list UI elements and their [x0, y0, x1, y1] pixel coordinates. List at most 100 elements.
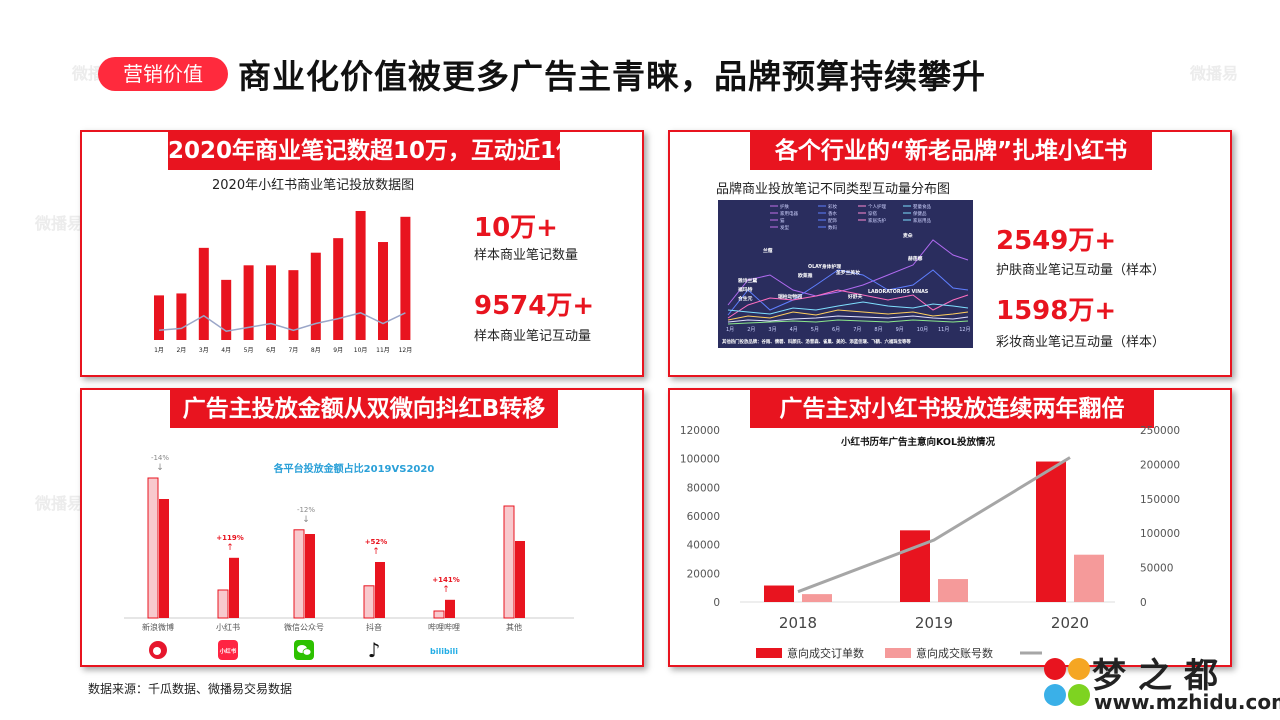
x-tick-label: 10月 — [917, 327, 928, 333]
chart-subtitle: 各平台投放金额占比2019VS2020 — [273, 462, 435, 475]
bar-2020 — [445, 599, 455, 618]
bar — [266, 265, 276, 340]
section-tag: 营销价值 — [98, 57, 228, 91]
bar-orders — [900, 530, 930, 602]
left-axis-tick: 60000 — [687, 511, 720, 523]
wechat-icon-bubble — [302, 648, 312, 656]
x-tick-label: 4月 — [221, 347, 231, 354]
bar — [378, 242, 388, 340]
legend-label: 配饰 — [828, 217, 837, 224]
bar — [355, 210, 366, 340]
bar-2020 — [515, 541, 525, 618]
legend-label: 婴童食品 — [913, 203, 931, 210]
stat-makeup-label: 彩妆商业笔记互动量（样本） — [996, 335, 1166, 350]
panel-commercial-notes: 2020年商业笔记数超10万，互动近1亿 2020年小红书商业笔记投放数据图 1… — [80, 130, 644, 377]
weibo-icon-eye — [153, 647, 161, 655]
x-tick-label: 2月 — [176, 347, 186, 354]
bar-2020 — [375, 562, 385, 618]
x-tick-label: 8月 — [311, 347, 321, 354]
x-tick-label: 12月 — [959, 327, 970, 333]
brand-label: 雅诗兰黛 — [738, 277, 757, 284]
x-tick-label: 5月 — [811, 327, 819, 333]
arrow-down-icon: ↓ — [156, 463, 164, 473]
brand-label: LABORATORIOS VINAS — [868, 289, 929, 295]
legend-label: 护肤 — [780, 203, 789, 210]
stat-engagement-value: 9574万+ — [474, 291, 595, 321]
data-source: 数据来源：千瓜数据、微播易交易数据 — [88, 682, 293, 696]
bar — [333, 238, 344, 340]
change-annotation: +141% — [432, 576, 460, 584]
change-annotation: -14% — [151, 454, 169, 462]
brand-url: www.mzhidu.com — [1094, 690, 1280, 714]
right-axis-tick: 100000 — [1140, 528, 1180, 540]
arrow-up-icon: ↑ — [442, 585, 450, 595]
stat-notes-value: 10万+ — [474, 213, 558, 243]
arrow-down-icon: ↓ — [302, 515, 310, 525]
bar-accounts — [802, 594, 832, 602]
legend-label: 彩妆 — [828, 203, 837, 210]
brand-label: 欧莱雅 — [798, 272, 813, 279]
x-tick-label: 3月 — [768, 327, 776, 333]
bar-2019 — [217, 589, 229, 619]
bar-2020 — [159, 499, 169, 618]
category-line — [727, 319, 969, 325]
legend-label: 数码 — [828, 224, 837, 231]
x-tick-label: 11月 — [376, 347, 390, 354]
x-tick-label: 微信公众号 — [284, 622, 324, 632]
logo-dot — [1044, 684, 1066, 706]
right-axis-tick: 50000 — [1140, 563, 1173, 575]
panel-brand-categories: 各个行业的“新老品牌”扎堆小红书 品牌商业投放笔记不同类型互动量分布图 护肤 彩妆… — [668, 130, 1232, 377]
xiaohongshu-icon-text: 小红书 — [220, 647, 237, 655]
legend-label: 发型 — [780, 224, 789, 231]
x-tick-label: 2019 — [915, 614, 953, 632]
change-annotation: -12% — [297, 506, 315, 514]
x-tick-label: 12月 — [399, 347, 413, 354]
x-tick-label: 2020 — [1051, 614, 1089, 632]
bar-2019 — [147, 477, 159, 619]
brand-label: 合生元 — [738, 295, 753, 302]
x-tick-label: 6月 — [832, 327, 840, 333]
brand-label: 麦朵 — [903, 232, 913, 239]
legend-label: 保健品 — [913, 210, 927, 217]
stat-skincare-value: 2549万+ — [996, 226, 1117, 256]
watermark-text: 微播易 — [1190, 64, 1239, 83]
x-tick-label: 3月 — [199, 347, 209, 354]
x-tick-label: 4月 — [790, 327, 798, 333]
left-axis-tick: 120000 — [680, 425, 720, 437]
bar-2019 — [503, 505, 515, 619]
bar — [221, 279, 232, 340]
bar — [310, 252, 321, 340]
right-axis-tick: 150000 — [1140, 494, 1180, 506]
legend-label: 个人护理 — [868, 203, 886, 210]
douyin-icon: ♪ — [368, 638, 381, 662]
category-line — [727, 239, 969, 306]
left-axis-tick: 20000 — [687, 568, 720, 580]
x-tick-label: 9月 — [896, 327, 904, 333]
x-tick-label: 8月 — [874, 327, 882, 333]
legend-label: 意向成交账号数 — [916, 646, 993, 660]
logo-dot — [1068, 658, 1090, 680]
legend-label: 家居用品 — [913, 217, 931, 224]
category-line — [727, 269, 969, 316]
brand-label: 赫莲娜 — [908, 255, 923, 262]
category-line — [727, 289, 969, 319]
bar-2020 — [229, 557, 239, 618]
trend-line — [158, 312, 406, 333]
stat-makeup-value: 1598万+ — [996, 296, 1117, 326]
bar-2019 — [433, 610, 445, 619]
x-tick-label: 9月 — [333, 347, 343, 354]
brand-name: 梦之都 — [1092, 656, 1230, 696]
brand-logo: 梦之都 www.mzhidu.com — [1042, 648, 1280, 718]
x-tick-label: 2018 — [779, 614, 817, 632]
right-axis-tick: 200000 — [1140, 459, 1180, 471]
bar-2020 — [305, 534, 315, 618]
bar — [288, 270, 299, 340]
brand-label: 瑞柏动物园 — [778, 293, 802, 300]
page-title: 商业化价值被更多广告主青睐，品牌预算持续攀升 — [238, 57, 986, 96]
x-tick-label: 2月 — [747, 327, 755, 333]
platform-share-chart: 各平台投放金额占比2019VS2020新浪微博-14%↓小红书+119%↑小红书… — [124, 454, 574, 662]
x-tick-label: 哔哩哔哩 — [428, 623, 460, 632]
panel-kol-growth: 广告主对小红书投放连续两年翻倍 小红书历年广告主意向KOL投放情况 120000 1… — [668, 388, 1232, 667]
x-tick-label: 抖音 — [366, 622, 382, 632]
